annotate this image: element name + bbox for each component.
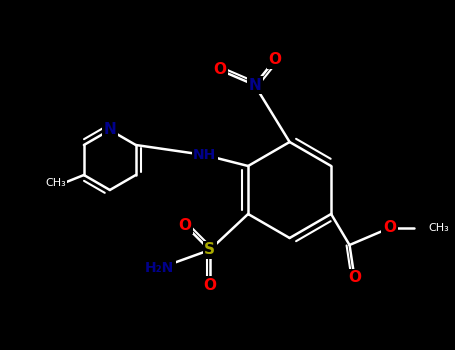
Text: H₂N: H₂N: [145, 261, 174, 275]
Text: NH: NH: [193, 148, 217, 162]
Text: O: O: [268, 52, 281, 68]
Text: O: O: [178, 217, 191, 232]
Text: N: N: [248, 77, 261, 92]
Text: CH₃: CH₃: [429, 223, 449, 233]
Text: O: O: [203, 278, 216, 293]
Text: O: O: [383, 220, 396, 236]
Text: CH₃: CH₃: [46, 178, 66, 188]
Text: S: S: [204, 243, 215, 258]
Text: O: O: [348, 271, 361, 286]
Text: O: O: [213, 63, 226, 77]
Text: N: N: [103, 122, 116, 138]
